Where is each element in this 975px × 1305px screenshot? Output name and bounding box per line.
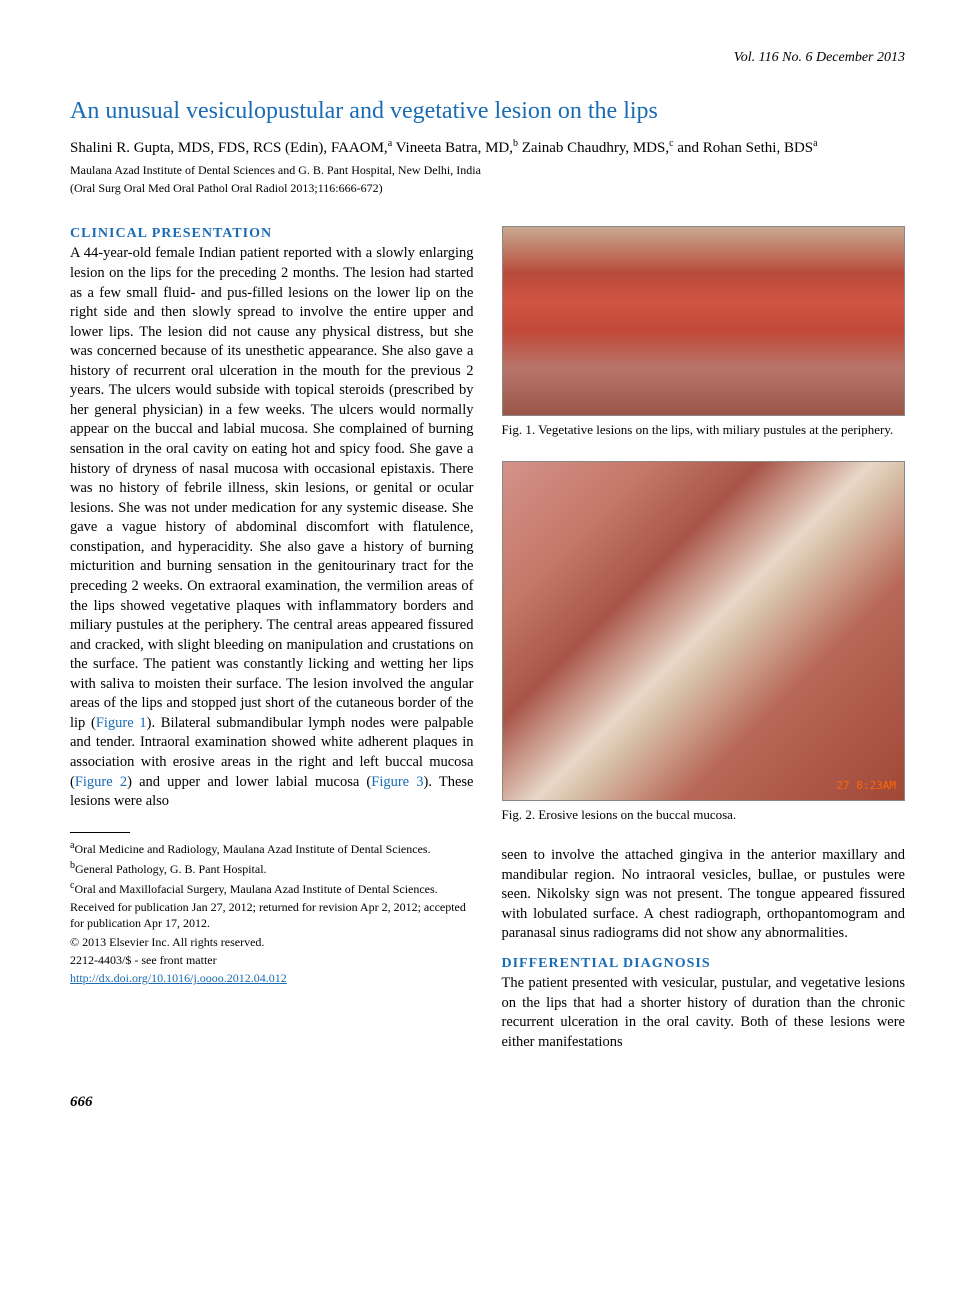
- authors: Shalini R. Gupta, MDS, FDS, RCS (Edin), …: [70, 137, 905, 159]
- figure-2-image: 27 8:23AM: [502, 461, 906, 801]
- footnote-a: aOral Medicine and Radiology, Maulana Az…: [70, 839, 474, 857]
- footnote-received: Received for publication Jan 27, 2012; r…: [70, 899, 474, 931]
- footnote-c: cOral and Maxillofacial Surgery, Maulana…: [70, 879, 474, 897]
- journal-header: Vol. 116 No. 6 December 2013: [70, 50, 905, 66]
- col2-continuation-text: seen to involve the attached gingiva in …: [502, 846, 906, 944]
- differential-diagnosis-body: The patient presented with vesicular, pu…: [502, 974, 906, 1052]
- right-column: Fig. 1. Vegetative lesions on the lips, …: [502, 226, 906, 1064]
- figure-2-caption: Fig. 2. Erosive lesions on the buccal mu…: [502, 807, 906, 824]
- footnote-doi[interactable]: http://dx.doi.org/10.1016/j.oooo.2012.04…: [70, 970, 474, 986]
- figure-2-timestamp: 27 8:23AM: [836, 779, 896, 792]
- clinical-presentation-body: A 44-year-old female Indian patient repo…: [70, 244, 474, 811]
- citation: (Oral Surg Oral Med Oral Pathol Oral Rad…: [70, 181, 905, 197]
- affiliation: Maulana Azad Institute of Dental Science…: [70, 163, 905, 179]
- two-column-layout: CLINICAL PRESENTATION A 44-year-old fema…: [70, 226, 905, 1064]
- left-column: CLINICAL PRESENTATION A 44-year-old fema…: [70, 226, 474, 1064]
- figure-1: Fig. 1. Vegetative lesions on the lips, …: [502, 226, 906, 439]
- differential-diagnosis-heading: DIFFERENTIAL DIAGNOSIS: [502, 956, 906, 972]
- page-number: 666: [70, 1094, 905, 1111]
- figure-2: 27 8:23AM Fig. 2. Erosive lesions on the…: [502, 461, 906, 824]
- footnote-b: bGeneral Pathology, G. B. Pant Hospital.: [70, 859, 474, 877]
- footnote-copyright: © 2013 Elsevier Inc. All rights reserved…: [70, 934, 474, 950]
- clinical-presentation-heading: CLINICAL PRESENTATION: [70, 226, 474, 242]
- footnote-rule: [70, 832, 130, 833]
- doi-link[interactable]: http://dx.doi.org/10.1016/j.oooo.2012.04…: [70, 971, 287, 985]
- footnote-issn: 2212-4403/$ - see front matter: [70, 952, 474, 968]
- figure-1-image: [502, 226, 906, 416]
- figure-1-caption: Fig. 1. Vegetative lesions on the lips, …: [502, 422, 906, 439]
- article-title: An unusual vesiculopustular and vegetati…: [70, 96, 905, 127]
